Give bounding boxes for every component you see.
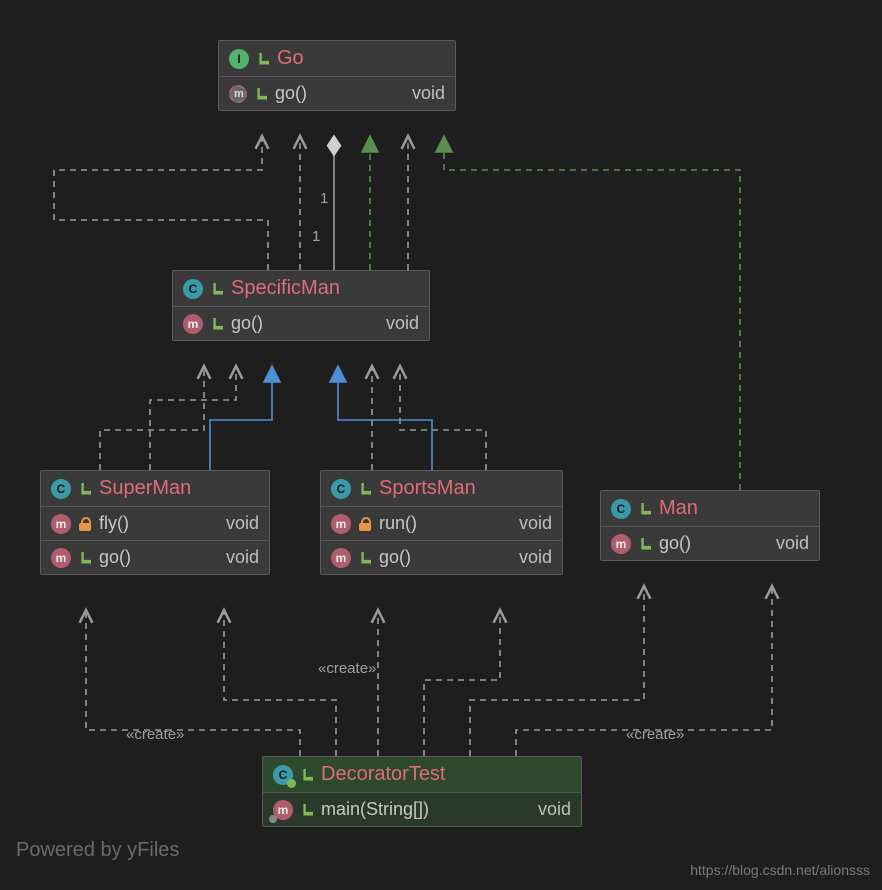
visibility-icon <box>359 552 371 564</box>
class-title: SuperMan <box>99 477 259 500</box>
visibility-icon <box>639 538 651 550</box>
class-header: C SpecificMan <box>173 271 429 307</box>
method-icon: m <box>331 514 351 534</box>
class-header: I Go <box>219 41 455 77</box>
edge-label: «create» <box>318 660 376 677</box>
edge-label: «create» <box>126 726 184 743</box>
class-title: SportsMan <box>379 477 552 500</box>
visibility-icon <box>255 88 267 100</box>
edge-dep-decor-sports-2 <box>424 610 500 756</box>
class-SuperMan: C SuperMan m fly() void m go() void <box>40 470 270 575</box>
class-title: DecoratorTest <box>321 763 571 786</box>
method-icon <box>229 85 247 103</box>
edge-label: 1 <box>320 190 328 207</box>
edge-dep-sports-spec <box>400 366 486 470</box>
member-row: m run() void <box>321 507 562 541</box>
edge-dep-superman-spec <box>100 366 204 470</box>
edge-impl-man-go <box>444 136 740 490</box>
visibility-icon <box>211 283 223 295</box>
visibility-icon <box>301 769 313 781</box>
member-return: void <box>211 513 259 534</box>
visibility-icon <box>79 483 91 495</box>
method-icon: m <box>51 548 71 568</box>
class-title: Man <box>659 497 809 520</box>
member-return: void <box>504 547 552 568</box>
edge-dep-specific-go-1 <box>54 136 268 270</box>
visibility-icon <box>639 503 651 515</box>
class-header: C DecoratorTest <box>263 757 581 793</box>
edge-dep-decor-man-1 <box>470 586 644 756</box>
visibility-icon <box>257 53 269 65</box>
class-icon: C <box>51 479 71 499</box>
edge-ext-superman-spec <box>210 366 272 470</box>
visibility-icon <box>359 483 371 495</box>
watermark-yfiles: Powered by yFiles <box>16 839 179 862</box>
member-signature: go() <box>99 547 203 568</box>
edge-create-super <box>224 610 336 756</box>
class-title: Go <box>277 47 445 70</box>
edge-label: 1 <box>312 228 320 245</box>
method-icon: m <box>273 800 293 820</box>
member-row: m main(String[]) void <box>263 793 581 826</box>
class-SpecificMan: C SpecificMan m go() void <box>172 270 430 341</box>
member-signature: go() <box>231 313 363 334</box>
member-row: m go() void <box>321 541 562 574</box>
member-row: m fly() void <box>41 507 269 541</box>
member-row: m go() void <box>173 307 429 340</box>
member-signature: main(String[]) <box>321 799 515 820</box>
class-header: C SuperMan <box>41 471 269 507</box>
edge-ext-sports-spec <box>338 366 432 470</box>
member-signature: run() <box>379 513 496 534</box>
class-title: SpecificMan <box>231 277 419 300</box>
class-icon: C <box>611 499 631 519</box>
class-Man: C Man m go() void <box>600 490 820 561</box>
visibility-icon <box>79 552 91 564</box>
member-return: void <box>761 533 809 554</box>
member-signature: go() <box>659 533 753 554</box>
member-row: m go() void <box>601 527 819 560</box>
class-icon: C <box>331 479 351 499</box>
interface-icon: I <box>229 49 249 69</box>
member-row: go() void <box>219 77 455 110</box>
member-return: void <box>371 313 419 334</box>
edge-dep-decor-super-1 <box>86 610 300 756</box>
visibility-icon <box>211 318 223 330</box>
member-return: void <box>397 83 445 104</box>
method-icon: m <box>611 534 631 554</box>
class-Go: I Go go() void <box>218 40 456 111</box>
member-return: void <box>211 547 259 568</box>
member-return: void <box>523 799 571 820</box>
class-icon: C <box>273 765 293 785</box>
member-row: m go() void <box>41 541 269 574</box>
class-header: C Man <box>601 491 819 527</box>
edge-dep-superman-spec2 <box>150 366 236 470</box>
watermark-blog-url: https://blog.csdn.net/alionsss <box>690 862 870 878</box>
class-header: C SportsMan <box>321 471 562 507</box>
lock-icon <box>79 517 91 531</box>
method-icon: m <box>51 514 71 534</box>
class-icon: C <box>183 279 203 299</box>
edge-label: «create» <box>626 726 684 743</box>
method-icon: m <box>331 548 351 568</box>
member-return: void <box>504 513 552 534</box>
lock-icon <box>359 517 371 531</box>
member-signature: go() <box>379 547 496 568</box>
method-icon: m <box>183 314 203 334</box>
class-SportsMan: C SportsMan m run() void m go() void <box>320 470 563 575</box>
visibility-icon <box>301 804 313 816</box>
member-signature: fly() <box>99 513 203 534</box>
class-DecoratorTest: C DecoratorTest m main(String[]) void <box>262 756 582 827</box>
member-signature: go() <box>275 83 389 104</box>
